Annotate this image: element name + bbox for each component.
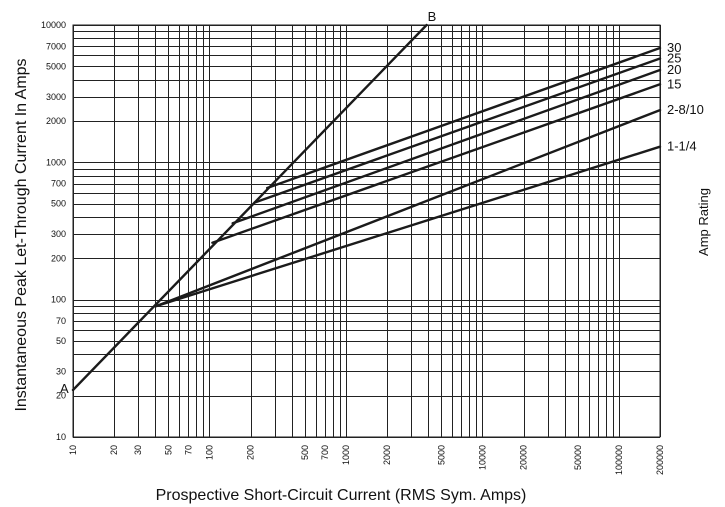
point-label-layer: AB bbox=[60, 9, 436, 396]
series-line bbox=[155, 108, 662, 308]
x-tick-label: 200 bbox=[246, 445, 256, 460]
tick-label-layer: 10 20 30 50 70 100 200 300 500 700 1000 2000 3000 500… bbox=[41, 20, 665, 475]
series-line bbox=[266, 46, 662, 190]
y-axis-label: Instantaneous Peak Let-Through Current I… bbox=[13, 58, 30, 411]
right-axis-label: Amp Rating bbox=[696, 188, 711, 256]
x-tick-label: 100000 bbox=[614, 445, 624, 475]
y-tick-label: 3000 bbox=[46, 92, 66, 102]
x-tick-label: 20 bbox=[109, 445, 119, 455]
x-tick-label: 50000 bbox=[573, 445, 583, 470]
series-line bbox=[253, 57, 662, 204]
y-tick-label: 5000 bbox=[46, 61, 66, 71]
x-tick-label: 2000 bbox=[382, 445, 392, 465]
x-tick-label: 100 bbox=[204, 445, 214, 460]
y-tick-label: 700 bbox=[51, 179, 66, 189]
y-tick-label: 30 bbox=[56, 366, 66, 376]
y-tick-label: 300 bbox=[51, 229, 66, 239]
series-label: 30 bbox=[667, 40, 681, 55]
series-label: 15 bbox=[667, 76, 681, 91]
plot-frame bbox=[72, 24, 661, 438]
y-tick-label: 1000 bbox=[46, 157, 66, 167]
series-layer bbox=[71, 23, 662, 392]
x-tick-label: 10000 bbox=[477, 445, 487, 470]
x-tick-label: 70 bbox=[183, 445, 193, 455]
x-tick-label: 10 bbox=[68, 445, 78, 455]
y-tick-label: 70 bbox=[56, 316, 66, 326]
series-label: 2-8/10 bbox=[667, 102, 704, 117]
x-tick-label: 20000 bbox=[519, 445, 529, 470]
x-tick-label: 1000 bbox=[341, 445, 351, 465]
point-label: B bbox=[428, 9, 437, 24]
series-label: 1-1/4 bbox=[667, 139, 697, 154]
series-line bbox=[71, 23, 428, 392]
y-tick-label: 200 bbox=[51, 253, 66, 263]
y-tick-label: 10000 bbox=[41, 20, 66, 30]
y-tick-label: 20 bbox=[56, 391, 66, 401]
y-tick-label: 2000 bbox=[46, 116, 66, 126]
x-tick-label: 700 bbox=[320, 445, 330, 460]
y-tick-label: 100 bbox=[51, 295, 66, 305]
x-tick-label: 5000 bbox=[436, 445, 446, 465]
series-label: 25 bbox=[667, 51, 681, 66]
series-label: 20 bbox=[667, 62, 681, 77]
x-axis-label: Prospective Short-Circuit Current (RMS S… bbox=[156, 487, 527, 504]
x-tick-label: 50 bbox=[163, 445, 173, 455]
x-tick-label: 200000 bbox=[655, 445, 665, 475]
y-tick-label: 7000 bbox=[46, 41, 66, 51]
series-line bbox=[211, 83, 662, 244]
y-tick-label: 50 bbox=[56, 336, 66, 346]
point-label: A bbox=[60, 381, 69, 396]
series-line bbox=[155, 145, 662, 308]
y-tick-label: 10 bbox=[56, 432, 66, 442]
x-tick-label: 500 bbox=[300, 445, 310, 460]
x-tick-label: 30 bbox=[133, 445, 143, 455]
y-tick-label: 500 bbox=[51, 199, 66, 209]
series-line bbox=[231, 68, 662, 225]
